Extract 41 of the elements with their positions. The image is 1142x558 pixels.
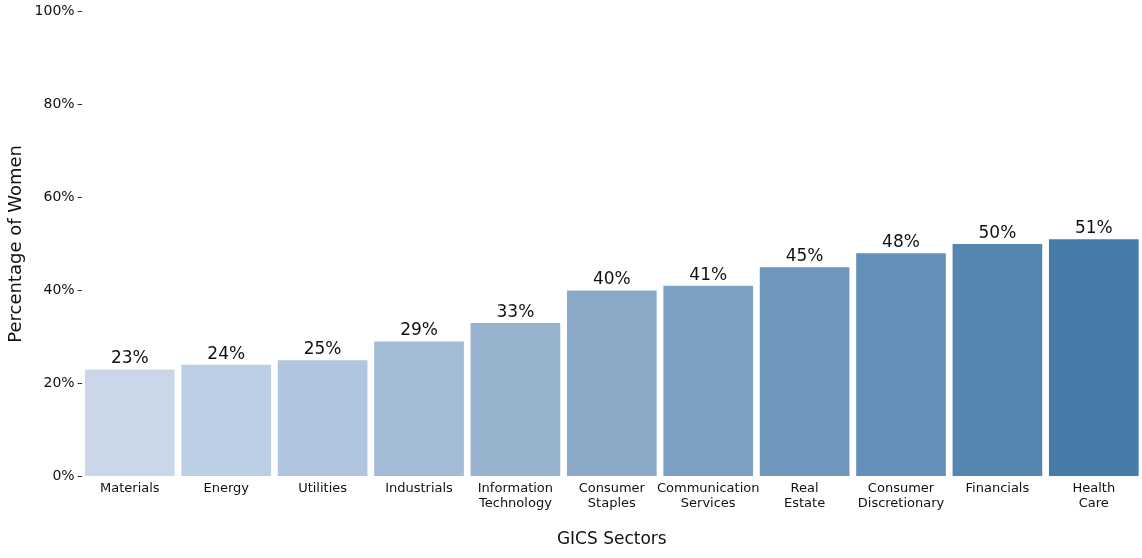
y-tick-label: 20% [43,374,75,391]
y-tick-label: 60% [43,188,75,205]
data-label: 50% [978,221,1017,242]
data-label: 24% [207,342,246,363]
data-label: 40% [592,268,631,289]
x-tick-label: Energy [203,479,250,495]
y-tick-label: 0% [52,467,75,484]
bar [181,364,272,476]
y-tick-label: 100% [34,2,75,19]
data-label: 45% [785,245,824,266]
x-tick-label: Communication Services [656,479,760,511]
x-tick-label: Materials [100,479,160,495]
bar [277,360,368,476]
bar [856,253,946,476]
bar [374,341,464,476]
bar [566,290,657,476]
bar [85,369,175,476]
x-tick-label: Real Estate [784,479,826,511]
x-tick-label: Financials [965,479,1030,495]
x-axis-title: GICS Sectors [556,528,667,549]
y-tick-label: 40% [43,281,75,298]
data-label: 29% [400,319,438,340]
bar [470,322,561,476]
x-tick-label: Utilities [298,479,348,495]
bar [759,267,850,476]
y-axis-title: Percentage of Women [4,144,26,343]
x-tick-label: Consumer Staples [578,479,646,511]
data-label: 25% [303,338,342,359]
bar [663,285,754,476]
y-tick-label: 80% [43,95,75,112]
x-tick-label: Consumer Discretionary [857,479,945,511]
data-label: 48% [882,231,920,252]
bar [1048,239,1139,476]
x-tick-label: Information Technology [477,479,554,511]
data-label: 33% [496,300,535,321]
data-label: 41% [689,263,728,284]
data-label: 51% [1074,217,1113,238]
x-tick-label: Industrials [385,479,454,495]
bar [952,243,1043,476]
data-label: 23% [110,347,149,368]
x-tick-label: Health Care [1072,479,1116,511]
